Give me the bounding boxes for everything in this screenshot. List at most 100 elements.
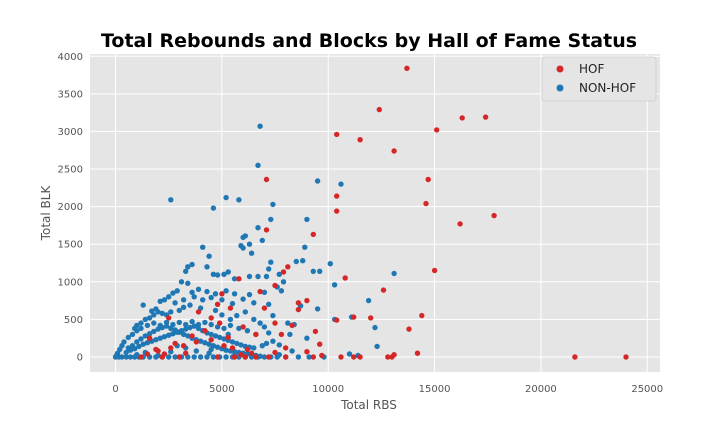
data-point-hof <box>278 331 285 338</box>
legend-marker-hof <box>556 65 564 73</box>
data-point-non-hof <box>257 353 263 359</box>
data-point-hof <box>338 354 344 360</box>
data-point-non-hof <box>168 349 174 355</box>
data-point-non-hof <box>185 333 191 339</box>
data-point-non-hof <box>191 323 197 329</box>
data-point-non-hof <box>212 307 219 314</box>
data-point-non-hof <box>195 325 202 332</box>
data-point-hof <box>434 127 440 133</box>
data-point-non-hof <box>300 258 306 264</box>
data-point-non-hof <box>204 264 210 270</box>
data-point-non-hof <box>270 312 276 319</box>
data-point-non-hof <box>144 340 151 346</box>
data-point-non-hof <box>372 324 378 331</box>
data-point-non-hof <box>236 325 242 332</box>
data-point-non-hof <box>270 201 276 208</box>
data-point-non-hof <box>338 181 344 187</box>
data-point-hof <box>253 331 259 338</box>
data-point-hof <box>231 354 238 360</box>
data-point-hof <box>168 345 174 351</box>
x-tick-label: 25000 <box>631 384 663 395</box>
data-point-non-hof <box>140 302 146 308</box>
data-point-non-hof <box>151 328 157 335</box>
data-point-non-hof <box>202 319 208 326</box>
data-point-non-hof <box>170 331 176 337</box>
data-point-non-hof <box>223 354 229 360</box>
data-point-non-hof <box>146 331 153 337</box>
data-point-hof <box>146 335 153 341</box>
data-point-hof <box>457 221 463 227</box>
data-point-non-hof <box>304 335 310 341</box>
data-point-non-hof <box>210 205 217 211</box>
data-point-hof <box>208 337 214 343</box>
data-point-hof <box>236 276 242 282</box>
data-point-non-hof <box>242 309 248 315</box>
data-point-hof <box>285 264 291 270</box>
data-point-hof <box>193 339 199 345</box>
data-point-non-hof <box>240 296 246 302</box>
x-tick-label: 20000 <box>525 384 557 395</box>
y-tick-label: 3000 <box>58 127 83 138</box>
data-point-non-hof <box>210 271 217 277</box>
data-point-non-hof <box>259 343 265 349</box>
data-point-hof <box>351 354 357 360</box>
data-point-non-hof <box>278 288 285 294</box>
data-point-hof <box>391 148 397 154</box>
data-point-non-hof <box>270 338 276 344</box>
grid-lines <box>90 54 660 372</box>
data-point-non-hof <box>127 347 134 353</box>
data-point-non-hof <box>191 294 197 300</box>
data-point-non-hof <box>123 349 129 356</box>
data-point-hof <box>357 137 363 143</box>
data-point-non-hof <box>149 308 155 314</box>
data-point-non-hof <box>219 312 225 318</box>
data-point-non-hof <box>161 297 168 303</box>
data-point-non-hof <box>261 354 268 360</box>
data-point-non-hof <box>234 340 240 347</box>
data-point-hof <box>289 322 295 329</box>
data-point-non-hof <box>140 341 146 347</box>
data-point-non-hof <box>255 225 261 231</box>
data-point-non-hof <box>302 244 308 250</box>
data-point-hof <box>138 354 144 360</box>
data-point-non-hof <box>331 282 338 288</box>
data-point-non-hof <box>183 326 189 332</box>
data-point-hof <box>283 345 289 351</box>
data-point-non-hof <box>166 332 172 338</box>
data-point-non-hof <box>293 258 299 265</box>
data-point-non-hof <box>178 279 185 285</box>
x-tick-label: 15000 <box>419 384 451 395</box>
data-point-hof <box>419 312 425 319</box>
data-point-non-hof <box>189 318 195 325</box>
data-point-non-hof <box>168 197 174 203</box>
y-tick-label: 1500 <box>58 240 83 251</box>
data-point-non-hof <box>159 310 165 317</box>
y-tick-label: 4000 <box>58 52 83 63</box>
data-point-non-hof <box>314 306 321 312</box>
data-point-non-hof <box>138 320 144 326</box>
data-point-non-hof <box>221 325 227 332</box>
data-point-non-hof <box>119 354 125 360</box>
data-point-non-hof <box>183 268 189 274</box>
y-axis-label: Total BLK <box>39 185 53 242</box>
y-tick-label: 500 <box>64 315 83 326</box>
data-point-non-hof <box>287 331 293 338</box>
data-point-hof <box>295 300 302 306</box>
data-point-non-hof <box>189 289 195 295</box>
data-point-non-hof <box>240 245 246 251</box>
data-point-non-hof <box>365 297 372 304</box>
data-point-non-hof <box>176 307 182 314</box>
data-point-non-hof <box>257 320 263 326</box>
data-point-hof <box>272 320 278 326</box>
data-point-hof <box>380 287 387 293</box>
data-point-hof <box>257 288 263 295</box>
x-tick-label: 0 <box>112 384 118 395</box>
data-point-hof <box>195 309 202 315</box>
data-point-non-hof <box>157 298 163 304</box>
data-point-hof <box>266 354 272 360</box>
data-point-hof <box>482 114 489 120</box>
data-point-non-hof <box>304 216 310 223</box>
data-point-non-hof <box>132 346 138 352</box>
data-point-non-hof <box>176 319 182 326</box>
data-point-hof <box>242 354 248 360</box>
